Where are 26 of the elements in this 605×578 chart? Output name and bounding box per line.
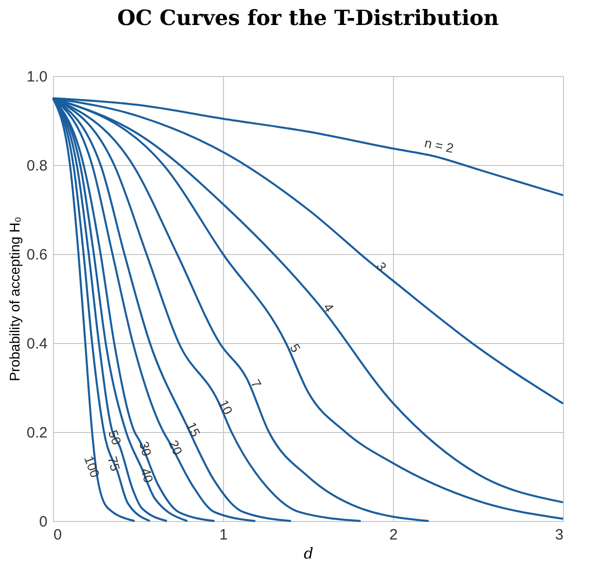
y-axis-title: Probability of accepting H₀ (6, 216, 23, 382)
annotation: n = 2 (423, 135, 456, 156)
annotation: 7 (248, 376, 264, 391)
x-tick-label: 3 (555, 526, 564, 544)
x-axis-title: d (304, 544, 314, 562)
annotation: 40 (138, 466, 156, 484)
annotation: 3 (373, 259, 390, 274)
annotation: 5 (286, 341, 304, 355)
y-tick-label: 0.2 (26, 424, 48, 442)
y-tick-label: 0.8 (26, 158, 48, 174)
annotation: 4 (320, 300, 337, 315)
y-tick-label: 0.6 (26, 246, 48, 264)
y-tick-label: 1.0 (26, 68, 48, 86)
annotation: 75 (104, 454, 123, 473)
annotation: 30 (136, 440, 155, 458)
x-tick-label: 0 (54, 526, 62, 544)
x-tick-label: 1 (219, 526, 228, 544)
annotation: 50 (105, 428, 124, 447)
annotation: 15 (184, 420, 204, 440)
chart-title: OC Curves for the T-Distribution (117, 5, 499, 30)
annotation: 10 (216, 397, 236, 417)
annotation: 20 (166, 438, 186, 458)
y-tick-label: 0.4 (26, 336, 48, 352)
x-tick-label: 2 (389, 526, 398, 544)
y-tick-label: 0 (39, 514, 48, 530)
annotation: 100 (81, 454, 103, 480)
